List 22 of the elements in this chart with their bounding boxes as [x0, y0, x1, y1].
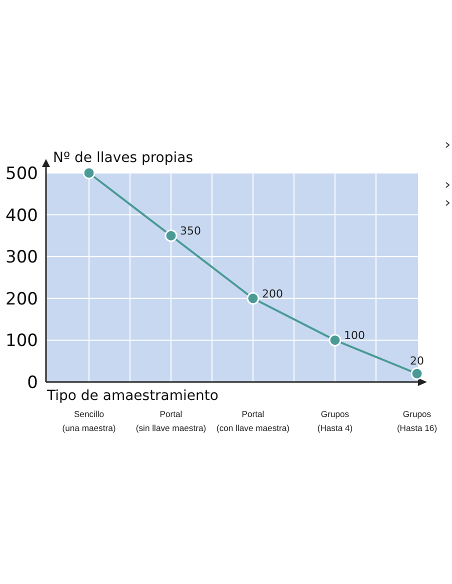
x-tick-label: Portal (sin llave maestra) [136, 409, 206, 433]
y-tick-label: 400 [6, 206, 38, 226]
y-tick-label: 300 [6, 248, 38, 268]
point [328, 334, 342, 346]
y-tick-label: 0 [27, 373, 38, 393]
point [82, 166, 96, 180]
x-tick-label: Grupos (Hasta 16) [396, 409, 438, 433]
x-tick-label: Grupos (Hasta 4) [317, 409, 353, 433]
x-axis-title: Tipo de amaestramiento [46, 388, 218, 404]
data-label: 350 [180, 224, 201, 238]
point [164, 229, 178, 242]
y-tick-label: 200 [6, 289, 38, 310]
point [246, 292, 260, 305]
data-label: 20 [410, 354, 424, 368]
y-tick-label: 100 [6, 331, 38, 352]
y-axis-title: Nº de llaves propias [53, 150, 194, 166]
point [410, 367, 424, 380]
y-tick-label: 500 [6, 164, 38, 184]
data-label: 200 [262, 287, 283, 300]
x-tick-label: Sencillo (una maestra) [62, 409, 116, 433]
data-label: 100 [344, 329, 365, 342]
x-tick-label: Portal (con llave maestra) [216, 409, 290, 433]
